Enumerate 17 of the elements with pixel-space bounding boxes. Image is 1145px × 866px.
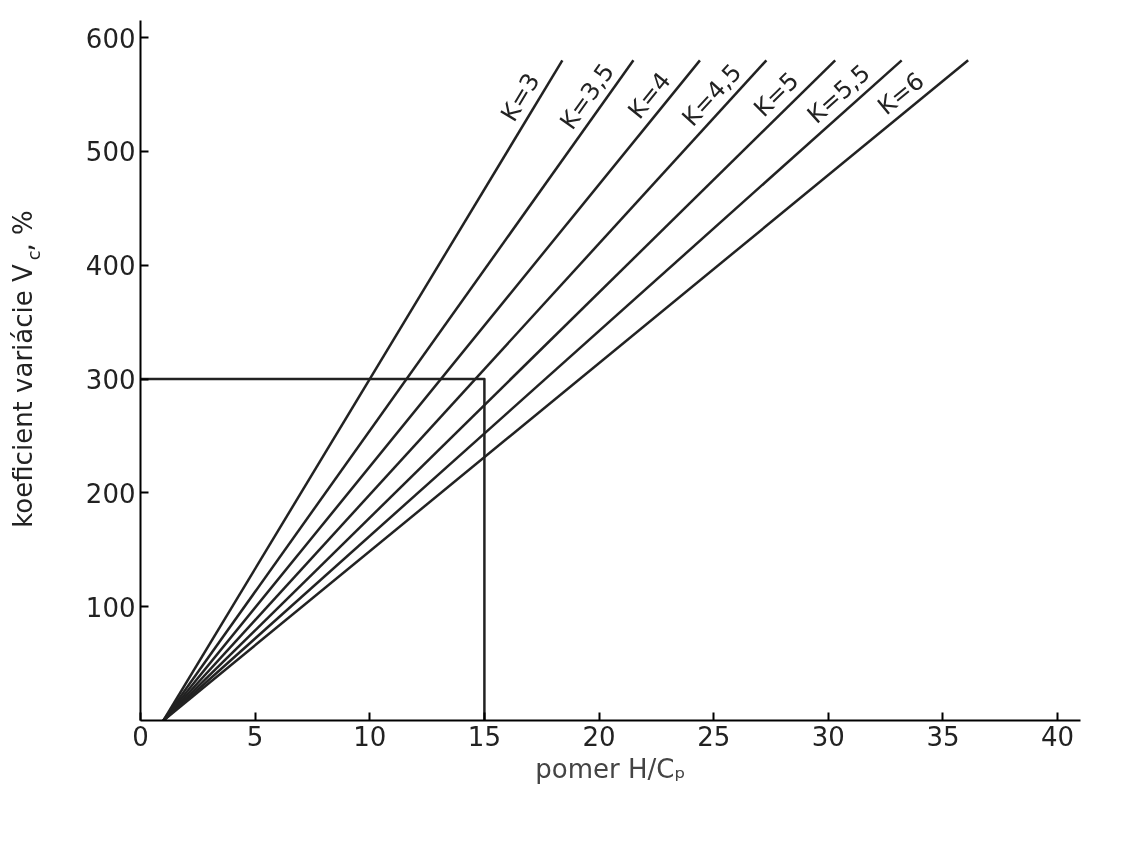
- x-tick-label: 5: [246, 721, 264, 752]
- x-tick-label: 15: [467, 721, 501, 752]
- y-tick-label: 300: [85, 365, 136, 396]
- x-tick-label: 40: [1041, 721, 1075, 752]
- x-tick-label: 10: [353, 721, 387, 752]
- x-tick-label: 35: [926, 721, 960, 752]
- x-tick-label: 25: [697, 721, 731, 752]
- y-tick-label: 600: [85, 23, 136, 54]
- x-axis-title: pomer H/Cₚ: [535, 753, 686, 784]
- y-tick-label: 500: [85, 137, 136, 168]
- x-tick-label: 0: [132, 721, 149, 752]
- y-tick-label: 200: [85, 478, 136, 509]
- y-tick-label: 400: [85, 251, 136, 282]
- y-tick-label: 100: [85, 592, 136, 623]
- x-tick-label: 30: [811, 721, 845, 752]
- y-axis-title: koeficient variácie Vc, %: [8, 210, 44, 528]
- x-tick-label: 20: [582, 721, 616, 752]
